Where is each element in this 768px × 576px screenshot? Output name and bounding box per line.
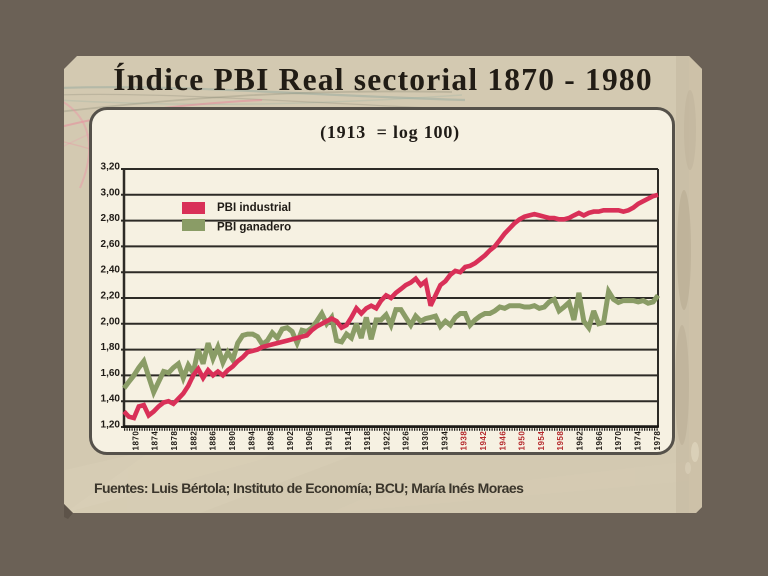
svg-text:1934: 1934 xyxy=(440,431,449,451)
svg-text:2,40: 2,40 xyxy=(101,265,121,276)
svg-text:1,80: 1,80 xyxy=(101,342,121,353)
svg-text:1966: 1966 xyxy=(595,431,604,451)
svg-text:2,80: 2,80 xyxy=(101,213,121,224)
svg-text:1914: 1914 xyxy=(344,431,353,451)
svg-text:2,60: 2,60 xyxy=(101,239,121,250)
svg-text:1974: 1974 xyxy=(634,431,643,451)
svg-text:1942: 1942 xyxy=(479,431,488,451)
svg-text:PBI ganadero: PBI ganadero xyxy=(217,221,291,233)
svg-text:1950: 1950 xyxy=(518,431,527,451)
svg-text:1962: 1962 xyxy=(576,431,585,451)
svg-text:1,40: 1,40 xyxy=(101,394,121,405)
svg-text:2,20: 2,20 xyxy=(101,291,121,302)
svg-text:1922: 1922 xyxy=(382,431,391,451)
svg-text:1970: 1970 xyxy=(614,431,623,451)
svg-text:1930: 1930 xyxy=(421,431,430,451)
svg-text:1958: 1958 xyxy=(556,431,565,451)
svg-text:1954: 1954 xyxy=(537,431,546,451)
svg-text:1,60: 1,60 xyxy=(101,368,121,379)
svg-text:1870: 1870 xyxy=(131,431,140,451)
svg-text:1918: 1918 xyxy=(363,431,372,451)
svg-text:3,20: 3,20 xyxy=(101,162,121,173)
svg-text:1874: 1874 xyxy=(151,431,160,451)
svg-text:1886: 1886 xyxy=(209,431,218,451)
svg-text:1938: 1938 xyxy=(460,431,469,451)
svg-text:1882: 1882 xyxy=(189,431,198,451)
svg-text:1,20: 1,20 xyxy=(101,420,121,431)
svg-text:1906: 1906 xyxy=(305,431,314,451)
svg-text:1978: 1978 xyxy=(653,431,662,451)
svg-text:PBI industrial: PBI industrial xyxy=(217,202,291,214)
svg-text:2,00: 2,00 xyxy=(101,316,121,327)
svg-text:1898: 1898 xyxy=(267,431,276,451)
svg-text:1926: 1926 xyxy=(402,431,411,451)
svg-text:1890: 1890 xyxy=(228,431,237,451)
svg-text:1946: 1946 xyxy=(498,431,507,451)
svg-text:1894: 1894 xyxy=(247,431,256,451)
svg-text:3,00: 3,00 xyxy=(101,187,121,198)
svg-text:1910: 1910 xyxy=(325,431,334,451)
svg-text:1878: 1878 xyxy=(170,431,179,451)
svg-text:1902: 1902 xyxy=(286,431,295,451)
